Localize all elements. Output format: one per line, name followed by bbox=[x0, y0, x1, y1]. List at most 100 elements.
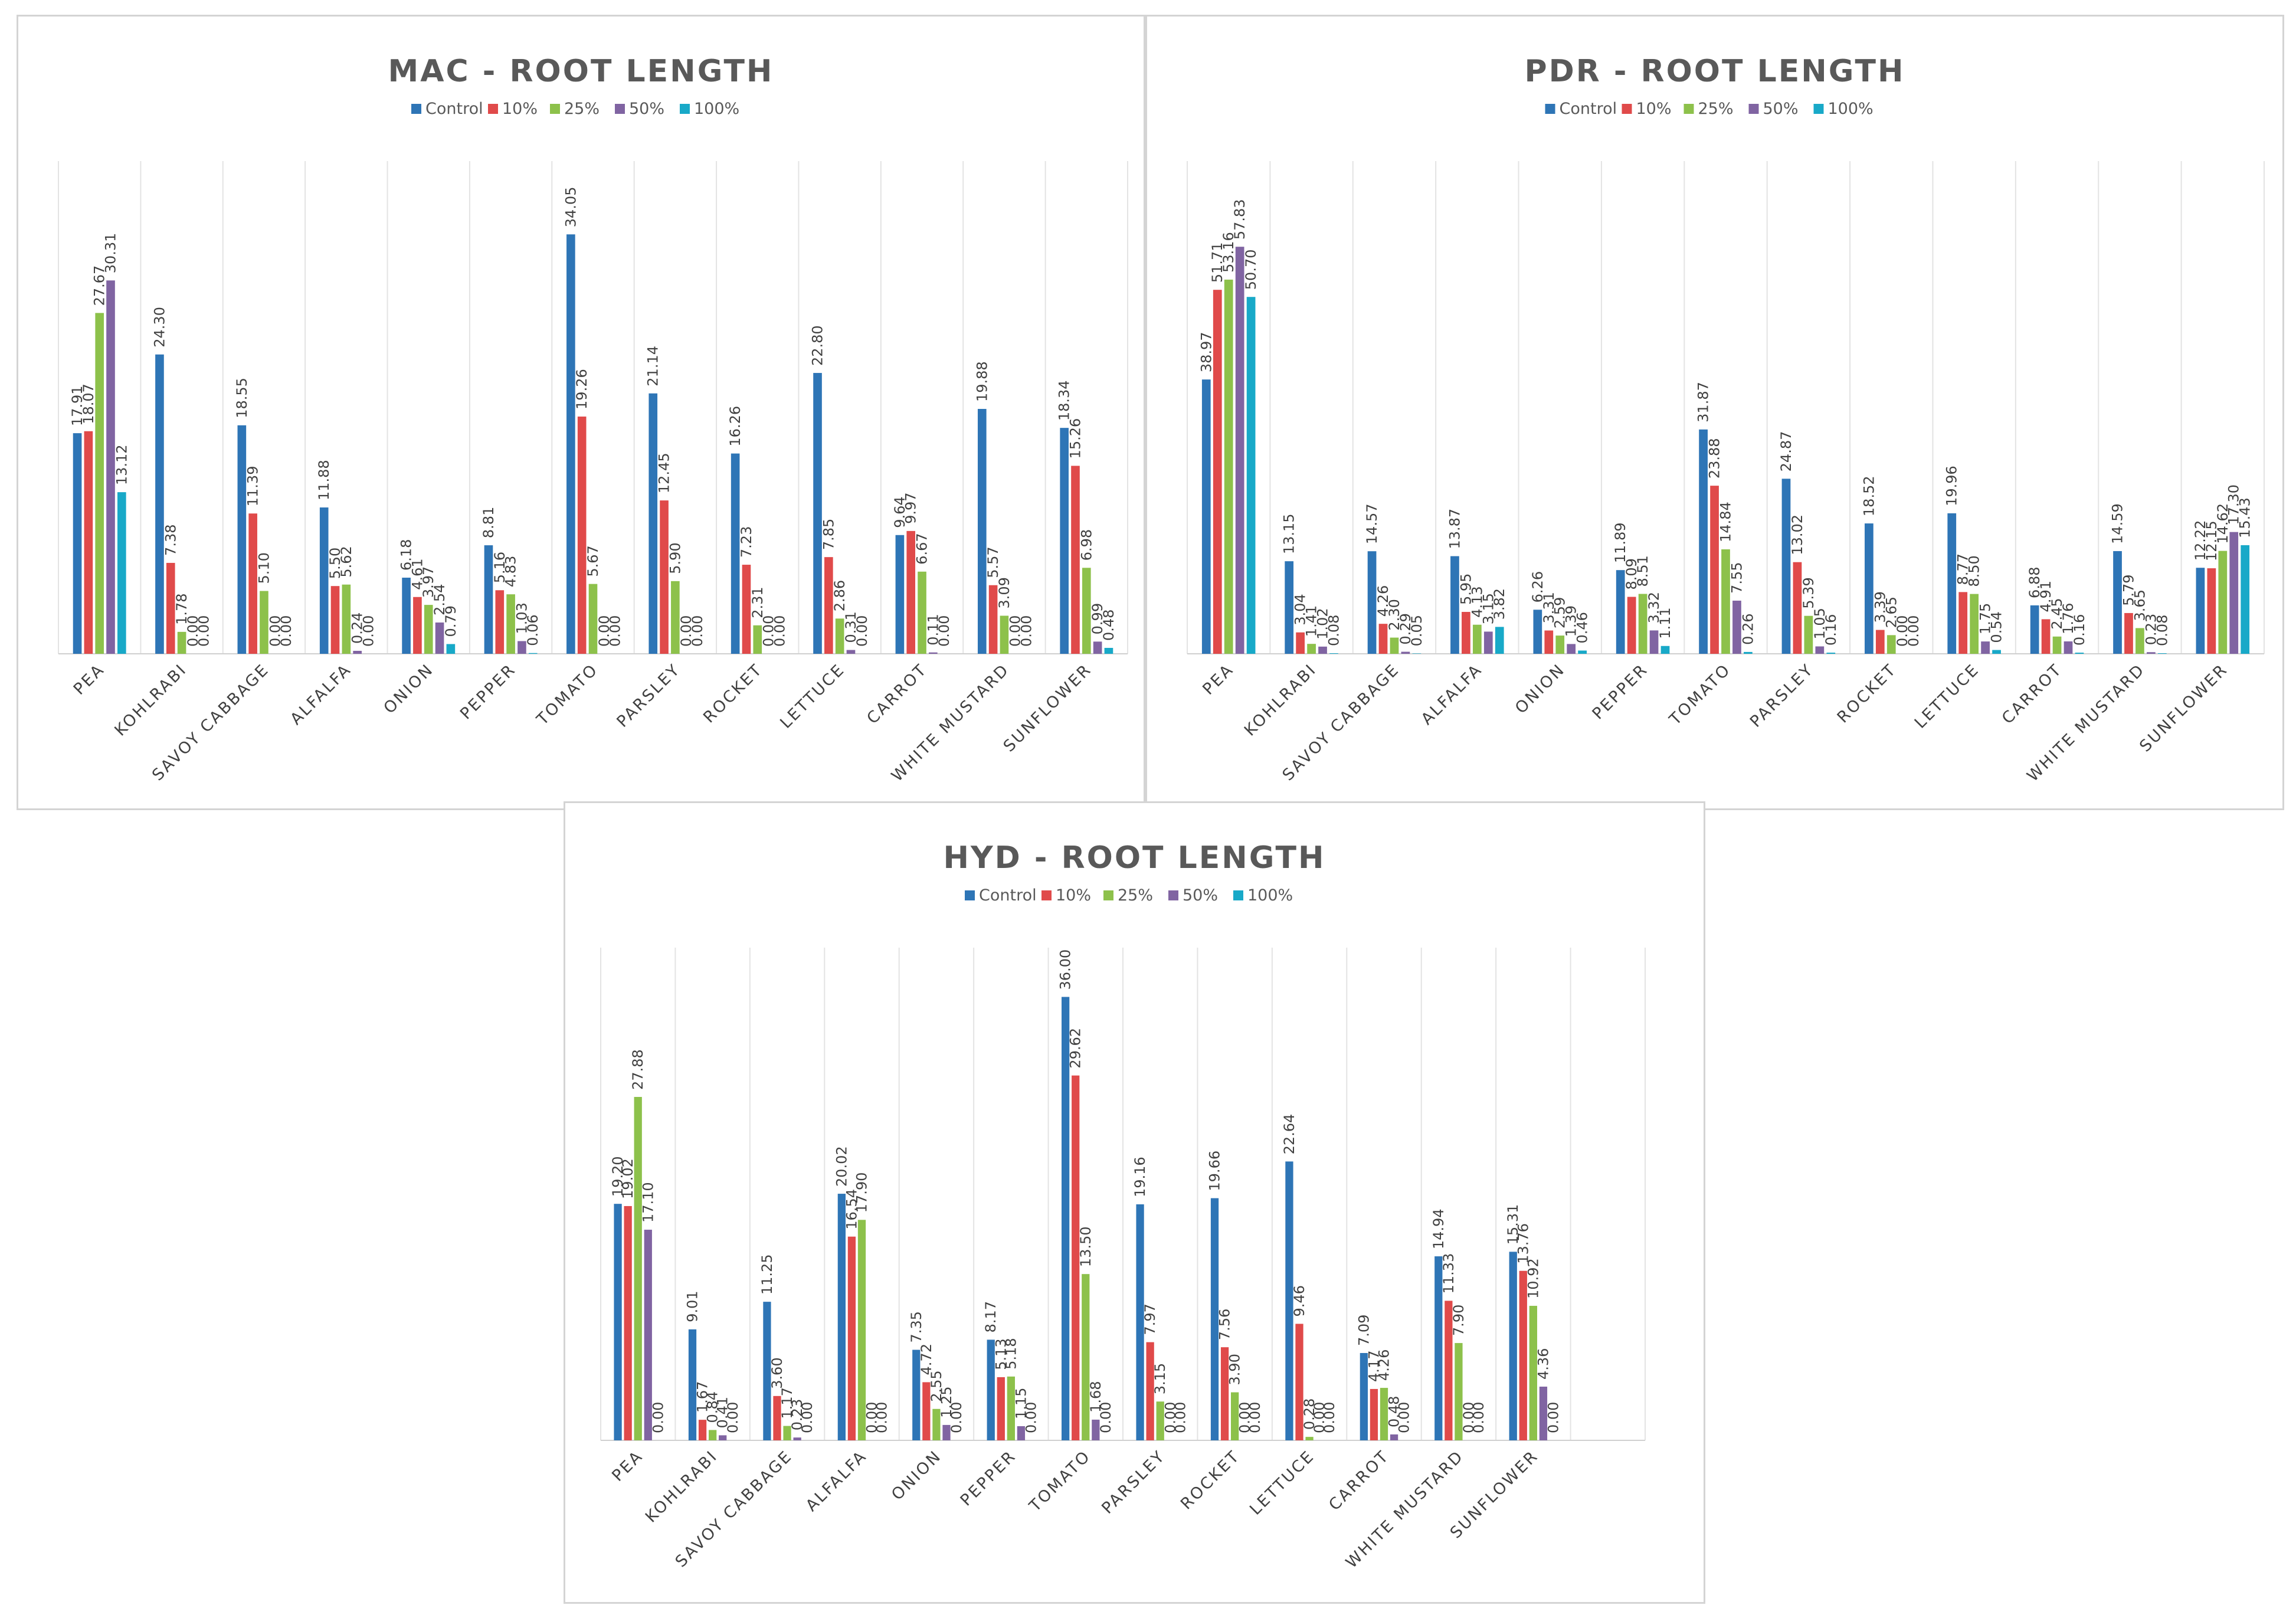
data-label-parsley-100pct: 0.16 bbox=[1823, 614, 1839, 646]
data-label-rocket-50pct: 0.00 bbox=[1894, 615, 1911, 647]
data-label-savoy-cabbage-control: 14.57 bbox=[1364, 503, 1380, 544]
data-label-savoy-cabbage-control: 18.55 bbox=[234, 378, 250, 418]
data-label-pepper-100pct: 0.00 bbox=[1023, 1402, 1039, 1433]
data-label-onion-10pct: 4.61 bbox=[409, 558, 425, 589]
data-label-savoy-cabbage-100pct: 0.05 bbox=[1409, 615, 1425, 646]
data-label-carrot-100pct: 0.00 bbox=[1396, 1402, 1413, 1433]
bar-pepper-control bbox=[987, 1339, 995, 1440]
data-label-sunflower-control: 15.31 bbox=[1505, 1204, 1521, 1245]
bar-pepper-10pct bbox=[997, 1377, 1005, 1440]
bar-tomato-control bbox=[1062, 997, 1070, 1440]
bar-carrot-25pct bbox=[1380, 1388, 1388, 1440]
bar-tomato-10pct bbox=[1710, 486, 1719, 654]
data-label-carrot-control: 7.09 bbox=[1355, 1315, 1372, 1346]
data-label-tomato-10pct: 29.62 bbox=[1067, 1028, 1084, 1069]
data-label-onion-control: 6.18 bbox=[398, 539, 415, 571]
data-label-carrot-control: 6.88 bbox=[2026, 566, 2043, 598]
bar-onion-control bbox=[402, 577, 411, 654]
data-label-alfalfa-10pct: 16.54 bbox=[843, 1189, 860, 1230]
data-label-alfalfa-100pct: 0.00 bbox=[360, 615, 376, 647]
data-label-kohlrabi-50pct: 1.02 bbox=[1315, 608, 1331, 639]
data-label-alfalfa-50pct: 0.24 bbox=[349, 612, 366, 644]
bar-white-mustard-10pct bbox=[2124, 612, 2133, 654]
bar-tomato-100pct bbox=[1744, 651, 1753, 654]
bar-pepper-25pct bbox=[506, 594, 515, 654]
data-label-alfalfa-25pct: 5.62 bbox=[338, 546, 355, 577]
data-label-rocket-10pct: 7.23 bbox=[738, 526, 755, 558]
bar-pea-10pct bbox=[1213, 290, 1222, 654]
bar-group-tomato: 31.87 23.88 14.84 7.55 0.26 bbox=[1695, 382, 1756, 654]
bar-tomato-control bbox=[566, 234, 575, 654]
legend-label-10pct: 10% bbox=[502, 100, 538, 118]
data-label-alfalfa-10pct: 5.50 bbox=[327, 548, 343, 579]
data-label-onion-10pct: 4.72 bbox=[918, 1344, 935, 1375]
data-label-rocket-25pct: 2.65 bbox=[1883, 597, 1899, 628]
data-label-savoy-cabbage-25pct: 5.10 bbox=[256, 552, 272, 584]
legend-label-100pct: 100% bbox=[1247, 886, 1293, 905]
bar-rocket-control bbox=[731, 453, 740, 654]
legend-swatch-25pct bbox=[1103, 890, 1113, 900]
data-label-tomato-50pct: 7.55 bbox=[1728, 562, 1745, 594]
category-label-carrot: CARROT bbox=[1999, 660, 2066, 728]
bar-pea-100pct bbox=[117, 492, 126, 654]
bar-sunflower-10pct bbox=[1519, 1270, 1527, 1440]
data-label-lettuce-25pct: 0.28 bbox=[1301, 1398, 1318, 1430]
chart-pdr: PDR - ROOT LENGTH Control 10% 25% 50% 100% 38.… bbox=[1187, 54, 2265, 785]
data-label-sunflower-25pct: 6.98 bbox=[1078, 529, 1095, 561]
bar-lettuce-10pct bbox=[824, 557, 833, 654]
data-label-sunflower-10pct: 13.76 bbox=[1515, 1223, 1531, 1264]
bar-sunflower-100pct bbox=[2241, 545, 2250, 654]
bar-pepper-10pct bbox=[1627, 597, 1636, 654]
data-label-tomato-10pct: 19.26 bbox=[574, 369, 590, 410]
data-label-pepper-10pct: 5.16 bbox=[492, 552, 508, 583]
bar-tomato-10pct bbox=[1072, 1075, 1080, 1440]
data-label-rocket-50pct: 0.00 bbox=[1237, 1402, 1253, 1433]
bar-group-kohlrabi: 13.15 3.041.411.020.08 bbox=[1281, 513, 1342, 654]
data-label-carrot-25pct: 4.26 bbox=[1376, 1349, 1393, 1381]
bar-carrot-50pct bbox=[1390, 1434, 1398, 1440]
category-label-kohlrabi: KOHLRABI bbox=[642, 1447, 722, 1526]
data-label-alfalfa-25pct: 17.90 bbox=[854, 1172, 870, 1213]
data-label-carrot-control: 9.64 bbox=[892, 496, 908, 528]
bar-tomato-control bbox=[1699, 429, 1708, 654]
bar-savoy-cabbage-10pct bbox=[1378, 624, 1388, 654]
data-label-lettuce-50pct: 0.00 bbox=[1311, 1402, 1328, 1433]
data-label-kohlrabi-10pct: 7.38 bbox=[162, 525, 179, 556]
bar-carrot-control bbox=[2030, 605, 2039, 654]
data-label-sunflower-50pct: 0.99 bbox=[1089, 603, 1106, 634]
data-label-kohlrabi-100pct: 0.08 bbox=[1325, 615, 1342, 646]
data-label-tomato-50pct: 1.68 bbox=[1088, 1381, 1104, 1412]
bar-carrot-100pct bbox=[2075, 653, 2084, 654]
data-label-pea-25pct: 27.88 bbox=[630, 1049, 646, 1090]
data-label-kohlrabi-control: 13.15 bbox=[1281, 513, 1298, 554]
data-label-sunflower-control: 18.34 bbox=[1056, 380, 1073, 421]
data-label-onion-control: 7.35 bbox=[908, 1311, 925, 1342]
data-label-white-mustard-25pct: 3.65 bbox=[2131, 589, 2148, 621]
data-label-savoy-cabbage-10pct: 11.39 bbox=[245, 466, 261, 507]
bar-lettuce-50pct bbox=[1981, 641, 1990, 654]
bar-kohlrabi-control bbox=[155, 354, 164, 654]
bar-pea-100pct bbox=[1246, 297, 1256, 654]
data-label-white-mustard-50pct: 0.23 bbox=[2143, 614, 2159, 645]
bar-alfalfa-50pct bbox=[353, 650, 362, 654]
bar-group-lettuce: 22.64 9.46 0.280.000.00 bbox=[1281, 1114, 1338, 1440]
category-label-tomato: TOMATO bbox=[1026, 1447, 1095, 1516]
legend-label-50pct: 50% bbox=[1763, 100, 1799, 118]
data-label-white-mustard-50pct: 0.00 bbox=[1460, 1402, 1477, 1433]
bar-white-mustard-10pct bbox=[988, 585, 998, 654]
data-label-alfalfa-100pct: 3.82 bbox=[1491, 588, 1508, 620]
data-label-white-mustard-10pct: 5.79 bbox=[2120, 574, 2137, 605]
bar-onion-10pct bbox=[922, 1382, 931, 1440]
category-gridlines bbox=[58, 161, 1128, 654]
data-label-sunflower-100pct: 0.48 bbox=[1100, 610, 1117, 641]
category-gridlines bbox=[1187, 161, 2265, 654]
legend-label-25pct: 25% bbox=[564, 100, 600, 118]
bar-white-mustard-50pct bbox=[2147, 652, 2156, 654]
data-label-lettuce-50pct: 0.31 bbox=[843, 611, 859, 643]
bar-sunflower-50pct bbox=[1539, 1386, 1548, 1440]
data-label-parsley-control: 24.87 bbox=[1778, 431, 1794, 472]
bar-tomato-50pct bbox=[1732, 600, 1741, 654]
bar-alfalfa-10pct bbox=[847, 1236, 856, 1440]
data-label-white-mustard-50pct: 0.00 bbox=[1007, 615, 1024, 647]
data-label-lettuce-control: 22.80 bbox=[810, 325, 826, 366]
